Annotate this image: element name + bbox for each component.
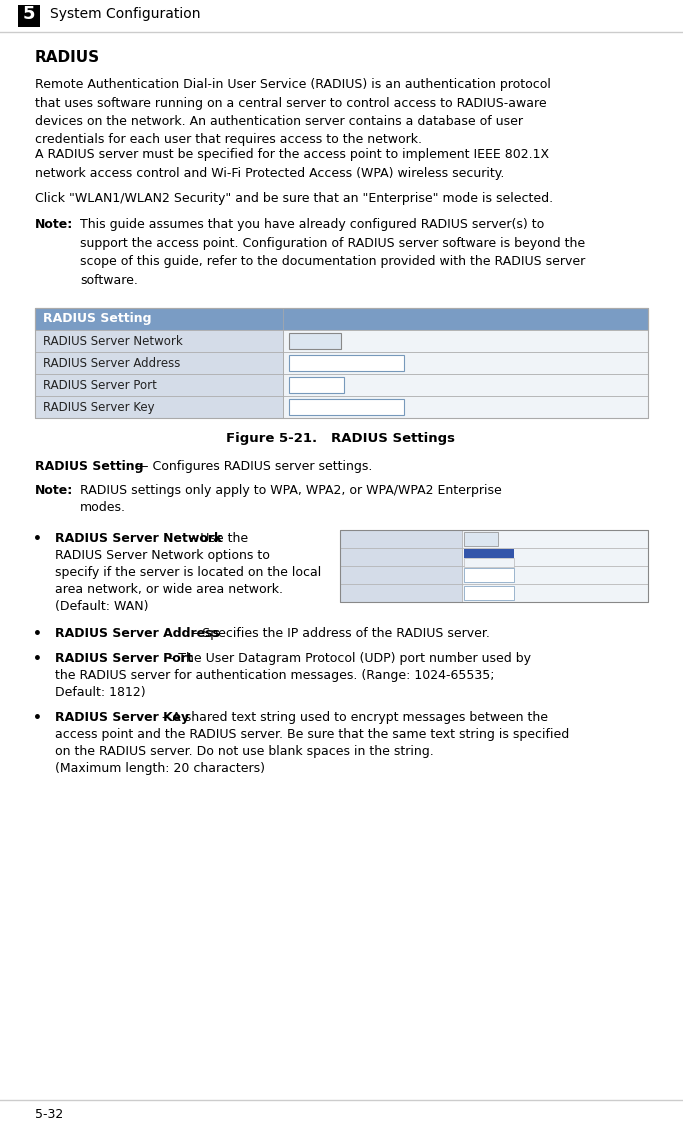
- Text: System Configuration: System Configuration: [50, 7, 201, 21]
- Bar: [283, 374, 648, 396]
- Bar: [462, 566, 648, 584]
- Text: WAN: WAN: [293, 336, 320, 346]
- Text: RADIUS Server Address: RADIUS Server Address: [343, 552, 454, 561]
- Text: 5-32: 5-32: [35, 1108, 64, 1121]
- Text: on the RADIUS server. Do not use blank spaces in the string.: on the RADIUS server. Do not use blank s…: [55, 744, 434, 758]
- Text: Figure 5-21.   RADIUS Settings: Figure 5-21. RADIUS Settings: [227, 432, 456, 446]
- Bar: [340, 548, 462, 566]
- Bar: [35, 396, 283, 418]
- Bar: [464, 569, 514, 582]
- Bar: [283, 396, 648, 418]
- Text: Remote Authentication Dial-in User Service (RADIUS) is an authentication protoco: Remote Authentication Dial-in User Servi…: [35, 78, 551, 147]
- Text: RADIUS Server Port: RADIUS Server Port: [55, 652, 193, 666]
- Text: RADIUS Server Network: RADIUS Server Network: [43, 335, 183, 349]
- Text: v: v: [492, 534, 496, 539]
- Text: v: v: [332, 335, 337, 344]
- Text: Note:: Note:: [35, 484, 73, 497]
- Text: – The User Datagram Protocol (UDP) port number used by: – The User Datagram Protocol (UDP) port …: [164, 652, 531, 666]
- Text: the RADIUS server for authentication messages. (Range: 1024-65535;: the RADIUS server for authentication mes…: [55, 669, 494, 682]
- Bar: [35, 352, 283, 374]
- Text: Note:: Note:: [35, 218, 73, 231]
- Text: RADIUS Server Address: RADIUS Server Address: [43, 356, 180, 370]
- Text: •: •: [33, 532, 42, 546]
- Bar: [340, 530, 462, 548]
- Text: RADIUS Setting: RADIUS Setting: [35, 460, 143, 473]
- Text: A RADIUS server must be specified for the access point to implement IEEE 802.1X
: A RADIUS server must be specified for th…: [35, 148, 549, 179]
- Bar: [283, 331, 648, 352]
- Text: (Default: WAN): (Default: WAN): [55, 600, 148, 613]
- Text: 1812: 1812: [466, 570, 488, 579]
- Bar: [340, 566, 462, 584]
- Text: RADIUS settings only apply to WPA, WPA2, or WPA/WPA2 Enterprise: RADIUS settings only apply to WPA, WPA2,…: [80, 484, 502, 497]
- Bar: [35, 331, 283, 352]
- Text: Click "WLAN1/WLAN2 Security" and be sure that an "Enterprise" mode is selected.: Click "WLAN1/WLAN2 Security" and be sure…: [35, 192, 553, 205]
- Bar: [340, 530, 648, 602]
- Text: access point and the RADIUS server. Be sure that the same text string is specifi: access point and the RADIUS server. Be s…: [55, 728, 569, 741]
- Text: – A shared text string used to encrypt messages between the: – A shared text string used to encrypt m…: [158, 711, 548, 724]
- Bar: [289, 377, 344, 393]
- Text: RADIUS Server Key: RADIUS Server Key: [343, 588, 433, 597]
- Text: 0.0.0.0: 0.0.0.0: [293, 358, 332, 368]
- Bar: [289, 333, 341, 349]
- Text: RADIUS Server Port: RADIUS Server Port: [343, 570, 435, 579]
- Bar: [289, 355, 404, 371]
- Bar: [464, 532, 498, 546]
- Bar: [35, 308, 648, 331]
- Text: 5: 5: [23, 5, 36, 23]
- Bar: [18, 5, 40, 27]
- Text: •: •: [33, 652, 42, 666]
- Text: modes.: modes.: [80, 501, 126, 514]
- Text: WAN: WAN: [466, 534, 486, 543]
- Text: WAN: WAN: [466, 550, 489, 559]
- Text: This guide assumes that you have already configured RADIUS server(s) to
support : This guide assumes that you have already…: [80, 218, 585, 287]
- Bar: [462, 530, 648, 548]
- Text: RADIUS Server Network: RADIUS Server Network: [343, 534, 456, 543]
- Text: RADIUS Server Key: RADIUS Server Key: [43, 400, 154, 414]
- Text: Default: 1812): Default: 1812): [55, 686, 145, 699]
- Text: LAN: LAN: [466, 559, 484, 569]
- Bar: [340, 584, 462, 602]
- Text: – Use the: – Use the: [186, 532, 248, 545]
- Bar: [462, 584, 648, 602]
- Text: 1812: 1812: [293, 380, 321, 390]
- Text: area network, or wide area network.: area network, or wide area network.: [55, 583, 283, 596]
- Bar: [464, 549, 514, 558]
- Bar: [35, 374, 283, 396]
- Text: RADIUS Server Network options to: RADIUS Server Network options to: [55, 549, 270, 562]
- Text: RADIUS: RADIUS: [35, 50, 100, 65]
- Bar: [35, 308, 648, 418]
- Bar: [464, 587, 514, 600]
- Text: •: •: [33, 711, 42, 725]
- Bar: [283, 352, 648, 374]
- Text: – Specifies the IP address of the RADIUS server.: – Specifies the IP address of the RADIUS…: [188, 627, 490, 640]
- Bar: [289, 399, 404, 415]
- Text: RADIUS Server Port: RADIUS Server Port: [43, 379, 157, 393]
- Bar: [464, 558, 514, 567]
- Text: RADIUS Server Key: RADIUS Server Key: [55, 711, 189, 724]
- Text: — Configures RADIUS server settings.: — Configures RADIUS server settings.: [132, 460, 372, 473]
- Text: RADIUS Server Address: RADIUS Server Address: [55, 627, 220, 640]
- Text: (Maximum length: 20 characters): (Maximum length: 20 characters): [55, 763, 265, 775]
- Text: •: •: [33, 627, 42, 641]
- Bar: [462, 548, 648, 566]
- Text: RADIUS Setting: RADIUS Setting: [43, 312, 152, 325]
- Text: RADIUS Server Network: RADIUS Server Network: [55, 532, 222, 545]
- Text: specify if the server is located on the local: specify if the server is located on the …: [55, 566, 321, 579]
